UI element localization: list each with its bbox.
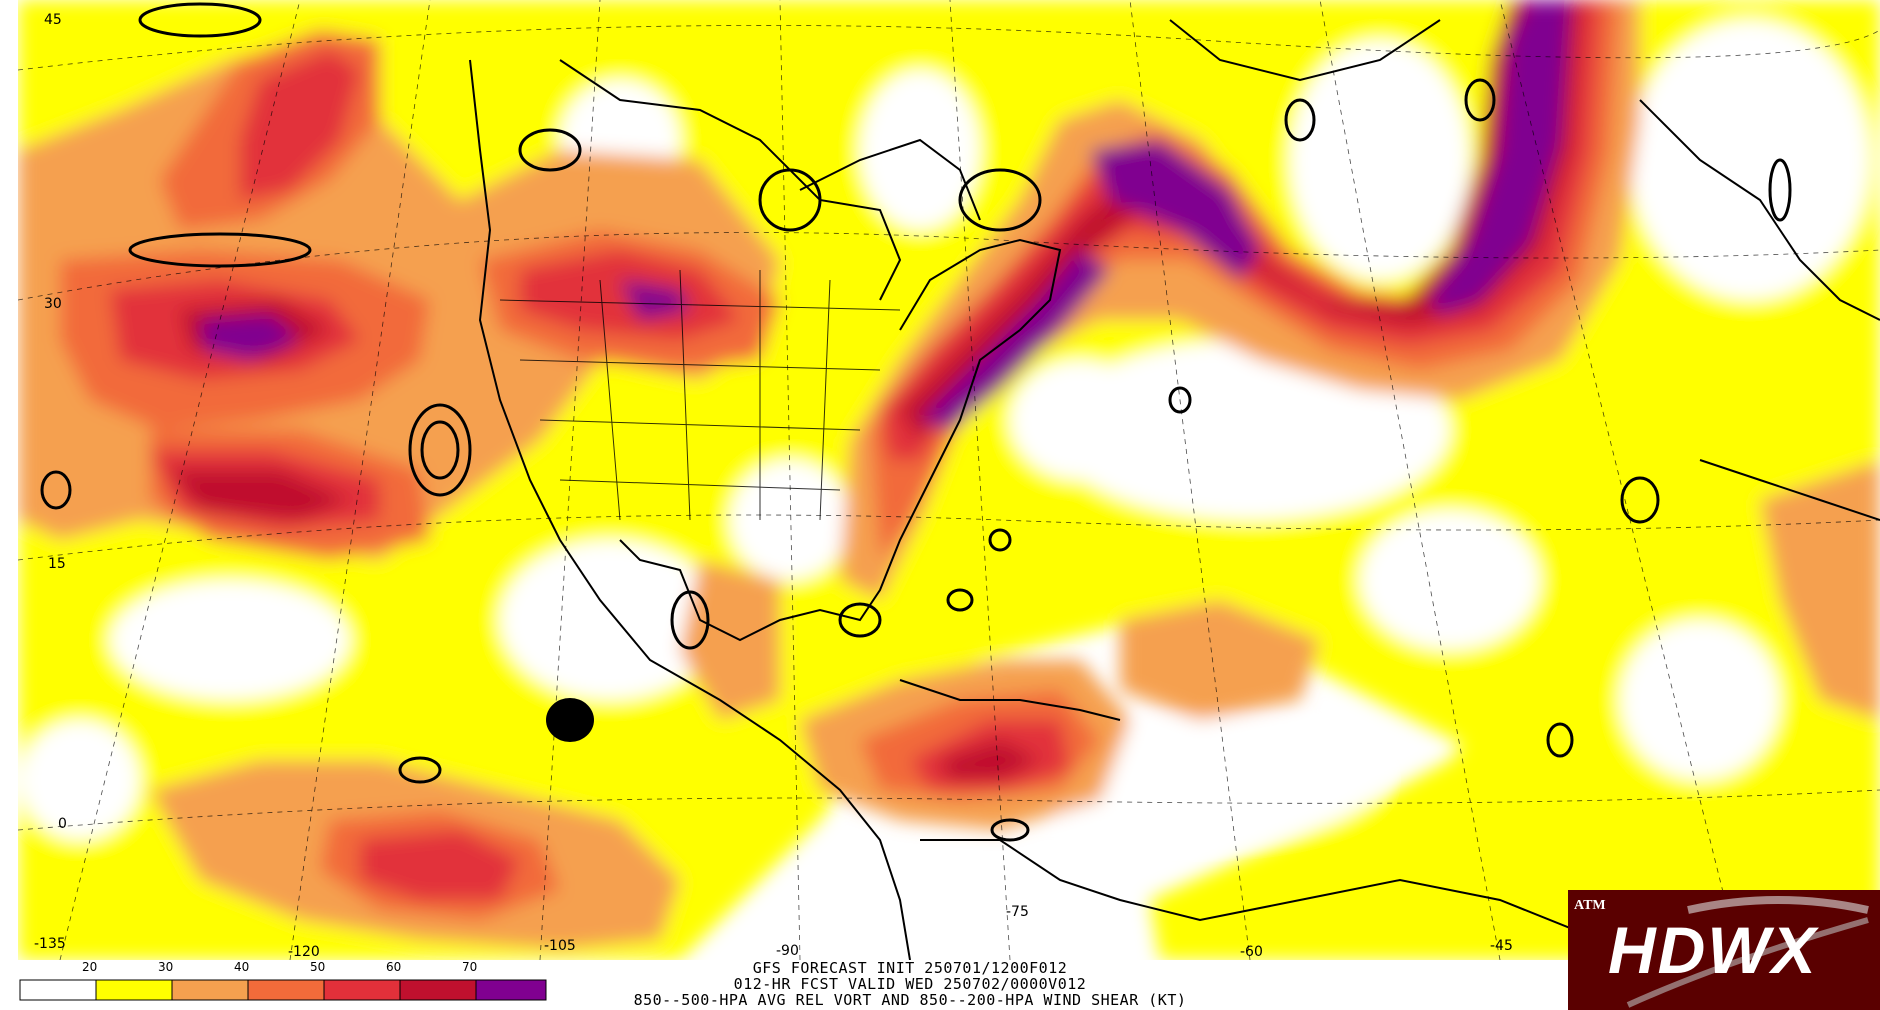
legend-swatch-2 xyxy=(171,979,249,1001)
legend-swatch-6 xyxy=(475,979,547,1001)
political-borders xyxy=(499,269,901,521)
caption-valid: 012-HR FCST VALID WED 250702/0000V012 xyxy=(733,975,1087,993)
shear-shading xyxy=(18,0,1880,960)
atm-mark: ATM xyxy=(1574,898,1606,913)
legend-swatch-4 xyxy=(323,979,401,1001)
legend-value-40: 40 xyxy=(234,960,250,974)
lat-label-45: 45 xyxy=(44,12,62,28)
lon-label-90: -90 xyxy=(776,943,799,959)
lon-label-60: -60 xyxy=(1240,944,1263,960)
legend-swatch-3 xyxy=(247,979,325,1001)
longitude-labels: -135 -120 -105 -90 -75 -60 -45 xyxy=(34,904,1513,960)
caption-field: 850--500-HPA AVG REL VORT AND 850--200-H… xyxy=(633,991,1187,1009)
logo-text: HDWX xyxy=(1608,913,1818,987)
lon-label-135: -135 xyxy=(34,936,66,952)
legend-swatch-5 xyxy=(399,979,477,1001)
lon-label-75: -75 xyxy=(1006,904,1029,920)
storm-swirl-icon xyxy=(1626,896,1869,1008)
latitude-labels: 45 30 15 0 xyxy=(44,12,67,832)
lat-label-15: 15 xyxy=(48,556,66,572)
lon-label-105: -105 xyxy=(544,938,576,954)
vorticity-contours xyxy=(40,2,1792,842)
lon-label-45: -45 xyxy=(1490,938,1513,954)
caption-init: GFS FORECAST INIT 250701/1200F012 xyxy=(752,959,1068,977)
legend-value-50: 50 xyxy=(310,960,326,974)
color-legend xyxy=(19,979,547,1001)
vorticity-maximum xyxy=(546,698,594,742)
legend-swatch-1 xyxy=(95,979,173,1001)
legend-value-60: 60 xyxy=(386,960,402,974)
legend-value-20: 20 xyxy=(82,960,98,974)
lon-label-120: -120 xyxy=(288,944,320,960)
hdwx-logo: ATM HDWX xyxy=(1568,890,1880,1010)
lat-label-30: 30 xyxy=(44,296,62,312)
legend-swatch-0 xyxy=(19,979,97,1001)
legend-value-70: 70 xyxy=(462,960,478,974)
lat-label-0: 0 xyxy=(58,816,67,832)
legend-value-30: 30 xyxy=(158,960,174,974)
